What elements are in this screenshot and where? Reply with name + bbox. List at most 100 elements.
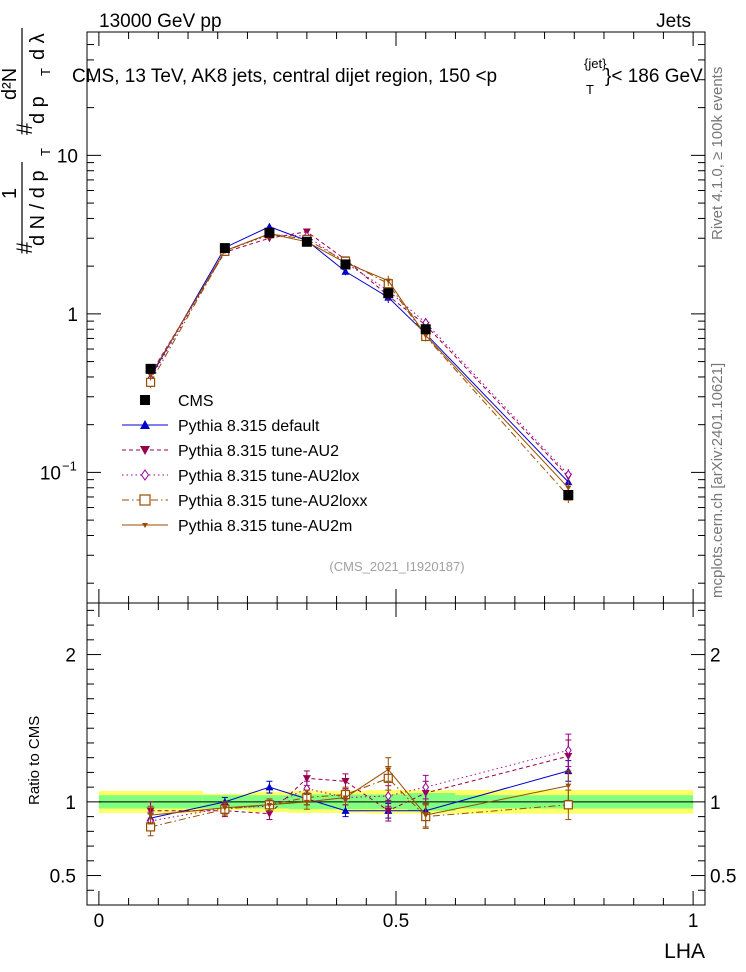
- ylabel-one: 1: [0, 188, 21, 199]
- ratio-point: [564, 745, 572, 756]
- ratio-series-3: [147, 733, 572, 831]
- ratio-y-tick-label-right: 2: [710, 646, 721, 667]
- data-point: [147, 373, 154, 379]
- ratio-point: [563, 800, 573, 810]
- ratio-point: [341, 778, 350, 786]
- title-end: }< 186 GeV: [605, 66, 703, 87]
- ylabel-dN-dpT: d N / d p: [27, 170, 49, 246]
- ratio-point: [565, 783, 572, 789]
- ratio-y-tick-label-left: 2: [65, 646, 76, 667]
- ratio-frame: [86, 602, 706, 906]
- cms-data-point: [145, 363, 156, 374]
- analysis-id: (CMS_2021_I1920187): [329, 559, 464, 574]
- header-right: Jets: [656, 11, 691, 32]
- legend-marker: [140, 446, 150, 455]
- ratio-series: [145, 733, 573, 837]
- ratio-point: [265, 783, 274, 791]
- ratio-tick-labels: 2 2 1 1 0.5 0.5 0 0.5 1: [50, 646, 737, 932]
- main-data: [145, 227, 574, 501]
- x-tick-label: 0.5: [383, 911, 409, 932]
- legend-marker: [140, 469, 150, 481]
- legend-entry-1: Pythia 8.315 default: [122, 418, 320, 435]
- legend-marker: [139, 494, 151, 506]
- data-point: [385, 278, 392, 284]
- cms-data-point: [264, 227, 275, 238]
- series-line: [150, 231, 569, 478]
- cms-data-point: [219, 243, 230, 254]
- ratio-point: [385, 767, 392, 773]
- ylabel-hash1: #: [12, 241, 37, 254]
- legend-marker: [142, 523, 148, 528]
- x-axis-label: LHA: [664, 940, 705, 963]
- ratio-series-5: [147, 757, 572, 828]
- legend-entry-cms: CMS: [140, 393, 214, 410]
- data-point: [564, 469, 572, 480]
- legend-label-cms: CMS: [178, 393, 214, 410]
- ylabel-T2: T: [38, 68, 53, 76]
- y-tick-label-exponent: −1: [62, 458, 77, 473]
- legend-label: Pythia 8.315 tune-AU2loxx: [178, 493, 367, 510]
- plot-title: CMS, 13 TeV, AK8 jets, central dijet reg…: [72, 56, 703, 97]
- cms-data-point: [340, 259, 351, 270]
- ratio-point: [221, 805, 228, 811]
- ratio-y-tick-label-right: 1: [710, 793, 721, 814]
- main-ticks: [87, 31, 705, 603]
- series-line: [150, 233, 569, 489]
- main-series: [145, 222, 573, 504]
- main-y-label: # 1 d N / d p T # d²N d p T d λ: [0, 28, 53, 254]
- ratio-line: [150, 770, 569, 819]
- ratio-point: [384, 807, 393, 815]
- data-point: [422, 333, 429, 339]
- header-left: 13000 GeV pp: [99, 11, 222, 32]
- ratio-point: [422, 782, 430, 793]
- ylabel-dpT: d p: [27, 96, 49, 124]
- data-point: [341, 267, 350, 275]
- mcplots-label: mcplots.cern.ch [arXiv:2401.10621]: [709, 363, 726, 598]
- ratio-ticks: [87, 603, 705, 905]
- ratio-panel: 2 2 1 1 0.5 0.5 0 0.5 1 Ratio to CMS LHA: [26, 602, 737, 963]
- legend-entry-2: Pythia 8.315 tune-AU2: [122, 443, 339, 460]
- title-sub: T: [586, 82, 594, 97]
- legend-entry-5: Pythia 8.315 tune-AU2m: [122, 518, 352, 535]
- ratio-point: [302, 775, 311, 783]
- ratio-point: [341, 806, 350, 814]
- legend: CMS Pythia 8.315 default Pythia 8.315 tun…: [122, 393, 367, 535]
- rivet-label: Rivet 4.1.0, ≥ 100k events: [709, 67, 726, 240]
- ratio-line: [150, 777, 569, 828]
- ratio-point: [422, 813, 429, 819]
- ratio-point: [342, 795, 349, 801]
- legend-entry-3: Pythia 8.315 tune-AU2lox: [122, 468, 359, 485]
- x-tick-label: 0: [94, 911, 105, 932]
- y-tick-label: 10: [57, 146, 78, 167]
- ratio-y-tick-label-left: 0.5: [50, 867, 76, 888]
- legend-label: Pythia 8.315 tune-AU2m: [178, 518, 352, 535]
- ratio-point: [266, 802, 273, 808]
- cms-data-point: [383, 288, 394, 299]
- legend-series: Pythia 8.315 default Pythia 8.315 tune-AU…: [122, 418, 367, 535]
- cms-data-point: [420, 324, 431, 335]
- ratio-point: [384, 791, 392, 801]
- ratio-point: [147, 813, 154, 819]
- ratio-y-tick-label-right: 0.5: [710, 867, 736, 888]
- ylabel-d2N: d²N: [0, 68, 21, 100]
- ylabel-dlambda: d λ: [27, 33, 49, 60]
- series-line: [150, 233, 569, 497]
- y-tick-label: 10: [40, 463, 61, 484]
- ylabel-T1: T: [38, 148, 53, 156]
- series-4: [145, 229, 573, 504]
- legend-label: Pythia 8.315 tune-AU2: [178, 443, 339, 460]
- ratio-line: [150, 768, 569, 816]
- legend-marker-cms: [140, 395, 150, 405]
- title-text: CMS, 13 TeV, AK8 jets, central dijet reg…: [72, 66, 497, 87]
- ratio-y-tick-label-left: 1: [65, 793, 76, 814]
- legend-entry-4: Pythia 8.315 tune-AU2loxx: [122, 493, 367, 510]
- ratio-point: [303, 799, 310, 805]
- ratio-y-label: Ratio to CMS: [26, 716, 43, 805]
- y-tick-label: 1: [67, 305, 78, 326]
- legend-label: Pythia 8.315 default: [178, 418, 320, 435]
- ratio-line: [150, 755, 569, 815]
- legend-label: Pythia 8.315 tune-AU2lox: [178, 468, 359, 485]
